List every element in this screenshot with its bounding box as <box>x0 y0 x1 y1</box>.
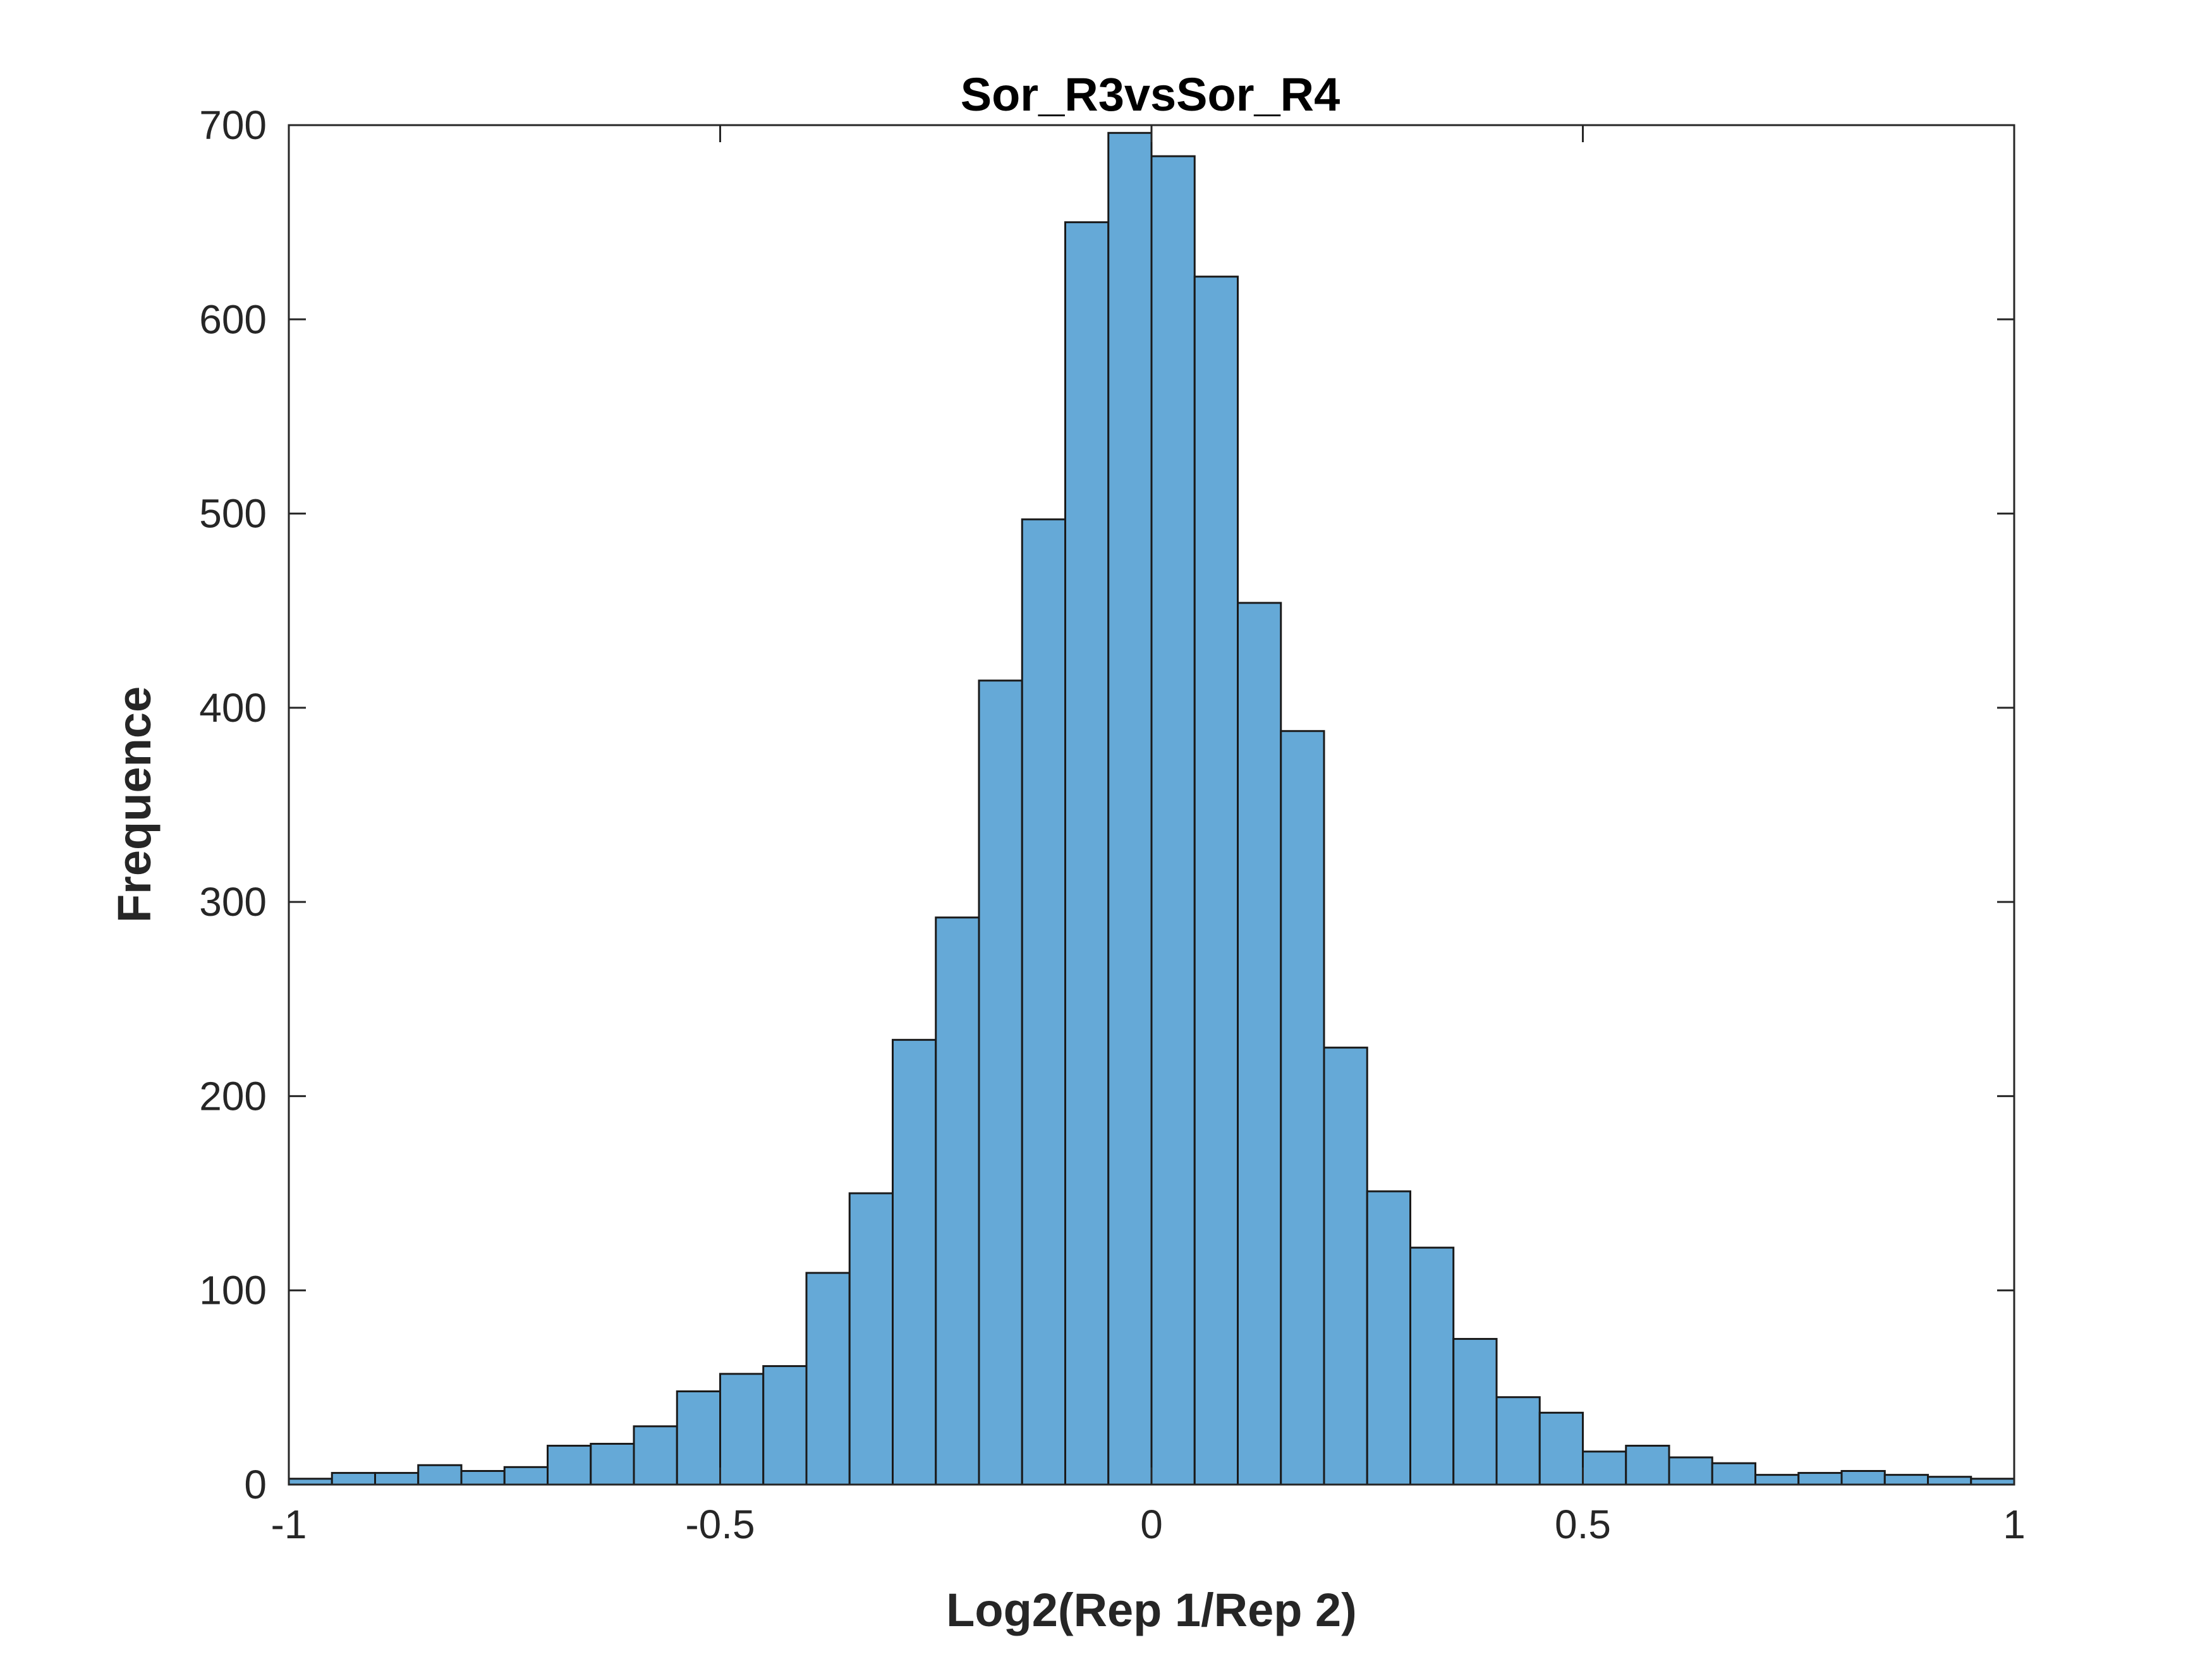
histogram-bar <box>1150 155 1196 1486</box>
histogram-bar <box>1840 1469 1886 1486</box>
histogram-bar <box>503 1466 549 1486</box>
histogram-bar <box>1237 602 1282 1486</box>
histogram-bar <box>935 916 980 1486</box>
x-tick-label: 0.5 <box>1555 1502 1611 1547</box>
histogram-bar <box>1668 1456 1713 1486</box>
histogram-bar <box>331 1472 376 1486</box>
y-tick-label: 600 <box>199 296 267 342</box>
histogram-bar <box>848 1192 894 1486</box>
histogram-bar <box>374 1472 420 1486</box>
histogram-bar <box>633 1425 678 1486</box>
histogram-bar <box>1582 1450 1627 1486</box>
histogram-bar <box>676 1390 721 1486</box>
y-tick-label: 300 <box>199 879 267 925</box>
histogram-bar <box>1193 276 1239 1486</box>
plot-frame <box>288 124 2015 1486</box>
ticks-group: -1 -0.5 0 0.5 1 0 100 200 300 400 500 600 700 <box>199 102 2026 1547</box>
x-tick-label: 1 <box>2003 1502 2026 1547</box>
y-tick-label: 500 <box>199 491 267 537</box>
x-tick-label: -0.5 <box>685 1502 755 1547</box>
histogram-bar <box>590 1442 635 1486</box>
histogram-bar <box>1064 221 1110 1486</box>
histogram-bar <box>892 1038 937 1486</box>
histogram-bar <box>1625 1445 1670 1486</box>
y-axis-title: Frequence <box>108 686 161 923</box>
histogram-bar <box>1754 1474 1800 1486</box>
histogram-bar <box>1927 1476 1972 1486</box>
histogram-bar <box>1452 1338 1498 1486</box>
y-tick-label: 0 <box>244 1462 267 1507</box>
histogram-bar <box>547 1445 592 1486</box>
x-axis-title: Log2(Rep 1/Rep 2) <box>946 1584 1357 1636</box>
histogram-bar <box>460 1469 506 1486</box>
histogram-bar <box>1280 730 1325 1486</box>
y-tick-label: 400 <box>199 685 267 731</box>
histogram-bar <box>762 1365 808 1486</box>
x-tick-label: -1 <box>271 1502 307 1547</box>
y-tick-label: 100 <box>199 1268 267 1313</box>
histogram-bar <box>978 679 1023 1486</box>
bars-group <box>288 131 2015 1486</box>
histogram-bar <box>1366 1190 1411 1486</box>
histogram-bar <box>1538 1411 1584 1486</box>
histogram-bar <box>1107 131 1153 1486</box>
histogram-bar <box>417 1464 463 1486</box>
histogram-bar <box>1021 518 1066 1486</box>
histogram-bar <box>1323 1047 1368 1486</box>
chart-title: Sor_R3vsSor_R4 <box>961 68 1340 121</box>
histogram-bar <box>1711 1462 1756 1486</box>
histogram-bar <box>1409 1246 1455 1486</box>
histogram-bar <box>1883 1474 1929 1486</box>
histogram-bar <box>1495 1396 1541 1486</box>
histogram-bar <box>1797 1472 1843 1486</box>
y-tick-label: 700 <box>199 102 267 148</box>
y-tick-label: 200 <box>199 1073 267 1119</box>
x-tick-label: 0 <box>1140 1502 1163 1547</box>
histogram-bar <box>719 1373 765 1486</box>
histogram-bar <box>805 1272 851 1486</box>
